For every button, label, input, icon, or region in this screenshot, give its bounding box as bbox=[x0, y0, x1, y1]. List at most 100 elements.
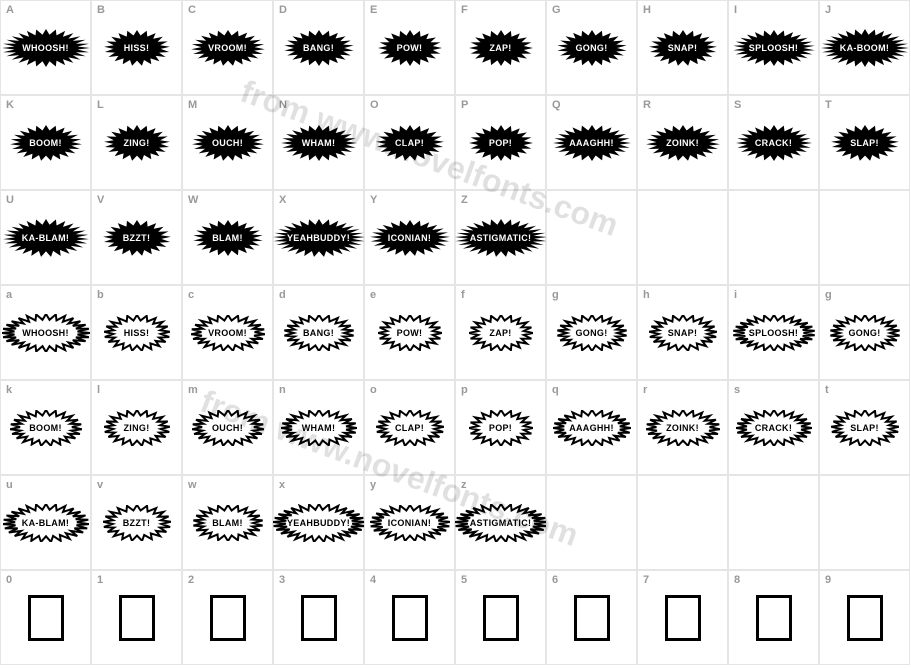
glyph: ASTIGMATIC! bbox=[455, 504, 547, 542]
char-cell: iSPLOOSH! bbox=[728, 285, 819, 380]
glyph: POW! bbox=[378, 30, 442, 66]
burst-text: KA-BLAM! bbox=[22, 233, 69, 243]
glyph: BLAM! bbox=[193, 505, 263, 541]
char-label: X bbox=[279, 194, 286, 206]
burst-text: ZAP! bbox=[489, 328, 511, 338]
burst-filled: ZING! bbox=[104, 125, 170, 161]
char-cell: 2 bbox=[182, 570, 273, 665]
burst-outline: POW! bbox=[378, 315, 442, 351]
glyph bbox=[28, 595, 64, 641]
char-cell: 4 bbox=[364, 570, 455, 665]
char-label: G bbox=[552, 4, 561, 16]
burst-outline: VROOM! bbox=[191, 315, 265, 351]
char-cell: ISPLOOSH! bbox=[728, 0, 819, 95]
burst-text: POP! bbox=[489, 138, 512, 148]
burst-text: WHAM! bbox=[302, 423, 336, 433]
char-cell: TSLAP! bbox=[819, 95, 910, 190]
char-cell: c VROOM! bbox=[182, 285, 273, 380]
char-cell: wBLAM! bbox=[182, 475, 273, 570]
burst-outline: OUCH! bbox=[192, 410, 264, 446]
char-label: q bbox=[552, 384, 559, 396]
char-label: o bbox=[370, 384, 377, 396]
char-cell: nWHAM! bbox=[273, 380, 364, 475]
char-label: c bbox=[188, 289, 194, 301]
char-cell: gGONG! bbox=[819, 285, 910, 380]
burst-outline: BLAM! bbox=[193, 505, 263, 541]
burst-filled: POP! bbox=[469, 125, 533, 161]
burst-outline: SNAP! bbox=[649, 315, 717, 351]
burst-filled: SLAP! bbox=[831, 125, 899, 161]
char-cell: EPOW! bbox=[364, 0, 455, 95]
burst-filled: ASTIGMATIC! bbox=[455, 219, 547, 257]
glyph: ZING! bbox=[104, 125, 170, 161]
glyph bbox=[210, 595, 246, 641]
font-character-map: AWHOOSH!BHISS!CVROOM!DBANG!EPOW!FZAP!GGO… bbox=[0, 0, 911, 665]
char-cell bbox=[637, 190, 728, 285]
burst-text: BZZT! bbox=[123, 233, 151, 243]
burst-text: BOOM! bbox=[29, 138, 62, 148]
missing-glyph-box bbox=[483, 595, 519, 641]
char-label: m bbox=[188, 384, 198, 396]
char-cell: lZING! bbox=[91, 380, 182, 475]
char-cell: WBLAM! bbox=[182, 190, 273, 285]
char-label: 9 bbox=[825, 574, 831, 586]
char-cell: 7 bbox=[637, 570, 728, 665]
char-label: 6 bbox=[552, 574, 558, 586]
glyph: BLAM! bbox=[193, 220, 263, 256]
glyph: SPLOOSH! bbox=[733, 30, 815, 66]
glyph: WHOOSH! bbox=[2, 29, 90, 67]
glyph: CRACK! bbox=[736, 410, 812, 446]
char-label: N bbox=[279, 99, 287, 111]
char-cell: m OUCH! bbox=[182, 380, 273, 475]
burst-outline: ZING! bbox=[104, 410, 170, 446]
burst-text: SPLOOSH! bbox=[749, 328, 798, 338]
char-cell: oCLAP! bbox=[364, 380, 455, 475]
burst-filled: BLAM! bbox=[193, 220, 263, 256]
char-cell: kBOOM! bbox=[0, 380, 91, 475]
missing-glyph-box bbox=[119, 595, 155, 641]
burst-outline: BZZT! bbox=[103, 505, 171, 541]
burst-filled: GONG! bbox=[557, 30, 627, 66]
char-cell: vBZZT! bbox=[91, 475, 182, 570]
char-cell: 8 bbox=[728, 570, 819, 665]
char-cell: BHISS! bbox=[91, 0, 182, 95]
char-cell: q AAAGHH! bbox=[546, 380, 637, 475]
burst-outline: AAAGHH! bbox=[553, 410, 631, 446]
char-label: 7 bbox=[643, 574, 649, 586]
glyph: ZOINK! bbox=[646, 125, 720, 161]
burst-text: KA-BLAM! bbox=[22, 518, 69, 528]
missing-glyph-box bbox=[210, 595, 246, 641]
char-label: S bbox=[734, 99, 741, 111]
char-cell: ZASTIGMATIC! bbox=[455, 190, 546, 285]
glyph: VROOM! bbox=[191, 315, 265, 351]
char-cell: U KA-BLAM! bbox=[0, 190, 91, 285]
char-cell: MOUCH! bbox=[182, 95, 273, 190]
glyph bbox=[847, 595, 883, 641]
char-cell bbox=[546, 475, 637, 570]
burst-outline: GONG! bbox=[830, 315, 900, 351]
burst-text: ICONIAN! bbox=[388, 518, 431, 528]
burst-text: CRACK! bbox=[755, 423, 792, 433]
char-label: a bbox=[6, 289, 12, 301]
char-label: A bbox=[6, 4, 14, 16]
char-cell: bHISS! bbox=[91, 285, 182, 380]
glyph bbox=[392, 595, 428, 641]
glyph: BOOM! bbox=[10, 410, 82, 446]
burst-filled: ZOINK! bbox=[646, 125, 720, 161]
burst-text: SLAP! bbox=[850, 138, 879, 148]
burst-text: VROOM! bbox=[208, 328, 247, 338]
char-label: L bbox=[97, 99, 104, 111]
char-cell: JKA-BOOM! bbox=[819, 0, 910, 95]
glyph: OUCH! bbox=[192, 410, 264, 446]
char-label: U bbox=[6, 194, 14, 206]
char-cell: uKA-BLAM! bbox=[0, 475, 91, 570]
burst-text: ASTIGMATIC! bbox=[470, 518, 532, 528]
burst-text: ZOINK! bbox=[666, 138, 699, 148]
glyph: BZZT! bbox=[103, 505, 171, 541]
glyph: AAAGHH! bbox=[553, 410, 631, 446]
char-cell: fZAP! bbox=[455, 285, 546, 380]
char-label: O bbox=[370, 99, 379, 111]
char-cell: G GONG! bbox=[546, 0, 637, 95]
burst-text: VROOM! bbox=[208, 43, 247, 53]
burst-text: SPLOOSH! bbox=[749, 43, 798, 53]
